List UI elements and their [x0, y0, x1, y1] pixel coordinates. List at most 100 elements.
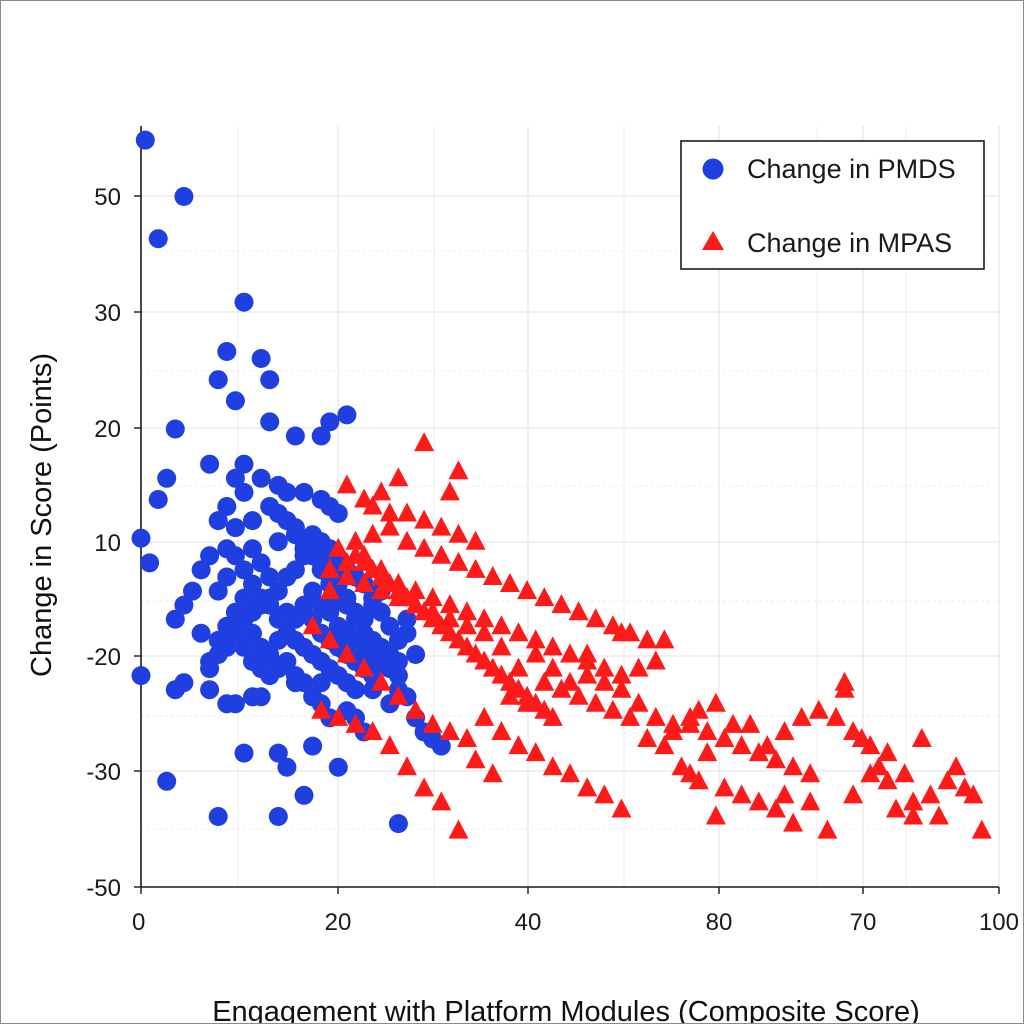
pmds-point — [380, 616, 400, 636]
mpas-point — [688, 699, 709, 719]
pmds-point — [337, 595, 357, 615]
mpas-point — [723, 713, 743, 733]
mpas-point — [371, 671, 392, 691]
mpas-point — [379, 516, 400, 536]
mpas-point — [663, 721, 683, 740]
pmds-point — [174, 595, 194, 615]
x-tick-label: 20 — [325, 909, 352, 936]
mpas-point — [971, 819, 992, 839]
pmds-point — [208, 370, 228, 390]
pmds-point — [234, 560, 254, 580]
x-tick-label: 40 — [515, 909, 542, 936]
pmds-point — [371, 602, 391, 622]
mpas-point — [379, 735, 400, 755]
mpas-point — [843, 784, 864, 804]
pmds-point — [200, 454, 220, 474]
pmds-point — [268, 532, 288, 552]
mpas-point — [414, 537, 435, 557]
mpas-point — [414, 777, 435, 797]
mpas-point — [319, 629, 340, 649]
pmds-point — [234, 482, 254, 502]
mpas-point — [731, 735, 752, 755]
mpas-point — [336, 551, 357, 571]
mpas-point — [697, 742, 718, 762]
mpas-point — [748, 791, 769, 811]
mpas-point — [431, 544, 452, 564]
mpas-point — [422, 587, 443, 607]
pmds-point — [208, 581, 228, 601]
mpas-point — [362, 495, 383, 515]
pmds-point — [397, 609, 417, 629]
mpas-point — [414, 432, 435, 452]
mpas-point — [937, 770, 958, 790]
mpas-point — [371, 558, 392, 578]
mpas-point — [388, 685, 409, 705]
mpas-point — [774, 784, 795, 804]
mpas-point — [542, 636, 563, 656]
pmds-point — [225, 391, 245, 411]
x-tick-label: 70 — [850, 909, 877, 936]
mpas-point — [834, 678, 855, 698]
series-mpas-points — [302, 432, 992, 839]
y-tick-label: 10 — [94, 530, 121, 557]
pmds-point — [200, 659, 220, 679]
pmds-point — [294, 482, 314, 502]
mpas-point — [345, 530, 366, 550]
mpas-point — [577, 650, 598, 670]
pmds-point — [303, 736, 323, 756]
mpas-point — [302, 615, 323, 635]
pmds-point — [268, 659, 288, 679]
x-tick-label: 100 — [979, 909, 1019, 936]
mpas-point — [508, 622, 529, 642]
pmds-point — [320, 602, 340, 622]
pmds-point — [251, 349, 271, 368]
mpas-point — [328, 537, 349, 557]
pmds-point — [191, 560, 211, 580]
mpas-point — [465, 749, 486, 769]
pmds-point — [243, 623, 262, 643]
pmds-point — [294, 785, 314, 805]
mpas-point — [405, 594, 426, 614]
mpas-point — [542, 756, 563, 776]
y-tick-label: 20 — [94, 416, 121, 443]
mpas-point — [602, 699, 623, 719]
mpas-point — [860, 735, 881, 755]
pmds-point — [260, 412, 280, 432]
mpas-point — [611, 798, 632, 818]
y-tick-label: 30 — [94, 300, 121, 327]
mpas-point — [508, 735, 529, 755]
mpas-point — [525, 742, 546, 762]
pmds-point — [225, 694, 245, 714]
pmds-point — [217, 497, 237, 516]
pmds-point — [311, 426, 331, 446]
mpas-point — [457, 601, 477, 621]
mpas-point — [577, 777, 598, 797]
pmds-point — [388, 630, 408, 650]
mpas-point — [328, 706, 349, 726]
pmds-point — [406, 645, 426, 664]
pmds-point — [217, 342, 237, 361]
mpas-point — [448, 819, 469, 839]
pmds-point — [328, 757, 348, 777]
pmds-point — [260, 370, 280, 390]
mpas-point — [517, 580, 538, 600]
mpas-point — [388, 573, 409, 592]
pmds-point — [277, 602, 297, 622]
mpas-point — [508, 657, 529, 677]
pmds-point — [208, 645, 228, 664]
pmds-point — [208, 511, 228, 531]
mpas-point — [448, 551, 469, 571]
mpas-point — [860, 763, 881, 783]
mpas-point — [525, 629, 546, 649]
mpas-point — [465, 530, 486, 550]
mpas-point — [457, 615, 477, 635]
mpas-point — [928, 805, 949, 825]
pmds-point — [268, 807, 288, 826]
mpas-point — [405, 580, 426, 600]
mpas-point — [491, 636, 512, 656]
pmds-point — [131, 528, 151, 548]
mpas-point — [311, 699, 332, 719]
pmds-point — [165, 419, 185, 439]
mpas-point — [499, 685, 520, 705]
